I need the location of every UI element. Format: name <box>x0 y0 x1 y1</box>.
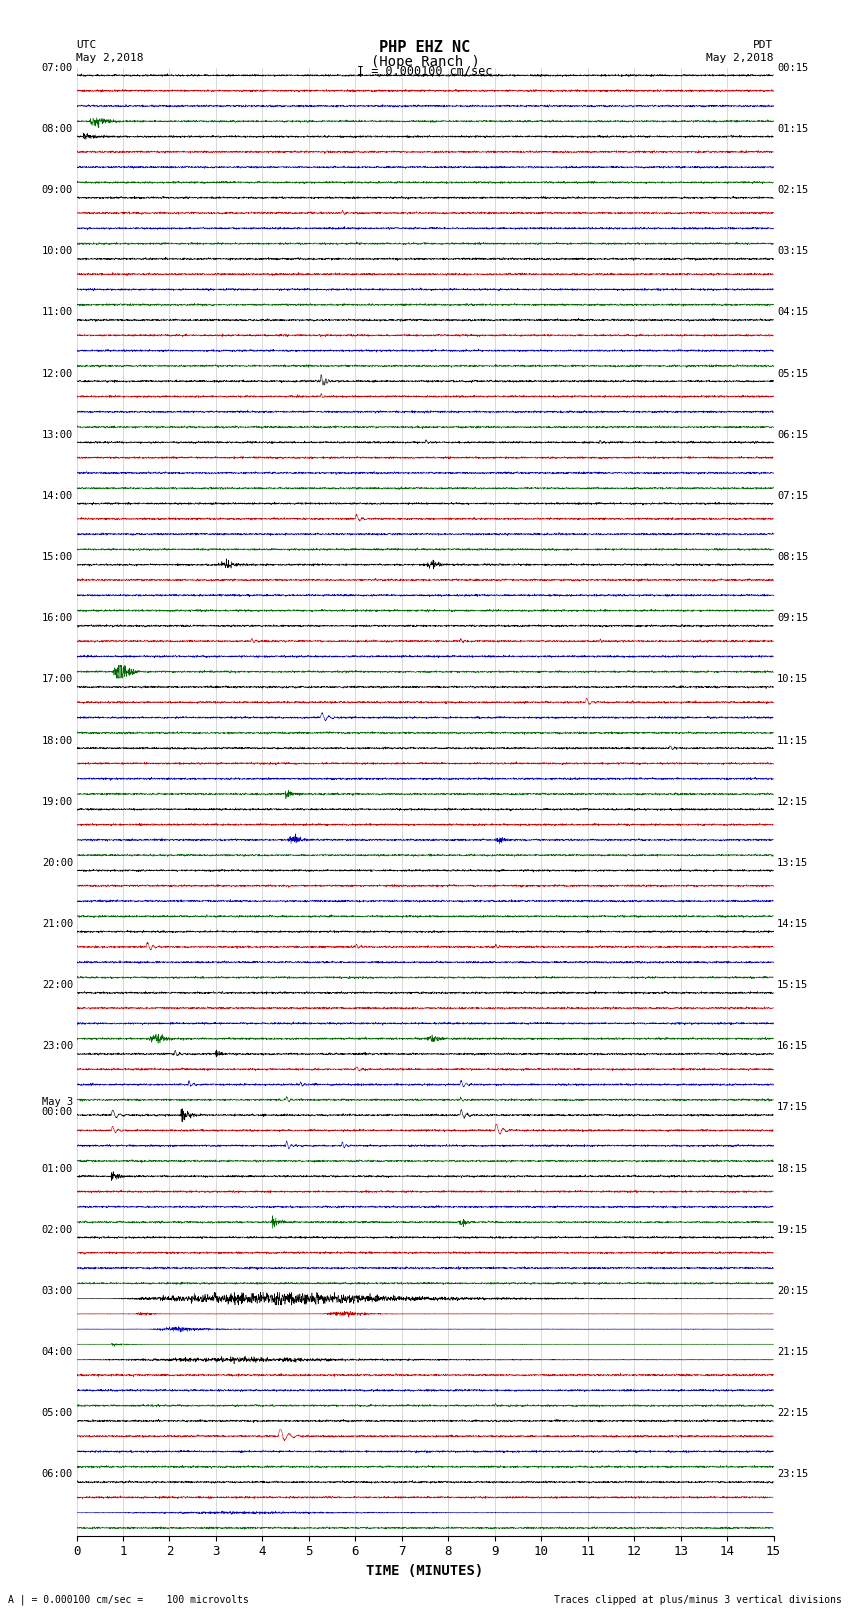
Text: 23:00: 23:00 <box>42 1042 73 1052</box>
Text: 03:15: 03:15 <box>777 247 808 256</box>
Text: 12:15: 12:15 <box>777 797 808 806</box>
Text: 22:15: 22:15 <box>777 1408 808 1418</box>
Text: 19:00: 19:00 <box>42 797 73 806</box>
X-axis label: TIME (MINUTES): TIME (MINUTES) <box>366 1565 484 1578</box>
Text: 19:15: 19:15 <box>777 1224 808 1236</box>
Text: PDT: PDT <box>753 40 774 50</box>
Text: 15:00: 15:00 <box>42 552 73 561</box>
Text: 10:15: 10:15 <box>777 674 808 684</box>
Text: 23:15: 23:15 <box>777 1469 808 1479</box>
Text: 00:15: 00:15 <box>777 63 808 73</box>
Text: 08:15: 08:15 <box>777 552 808 561</box>
Text: May 3: May 3 <box>42 1097 73 1108</box>
Text: 08:00: 08:00 <box>42 124 73 134</box>
Text: 07:15: 07:15 <box>777 490 808 502</box>
Text: 16:15: 16:15 <box>777 1042 808 1052</box>
Text: 17:15: 17:15 <box>777 1102 808 1113</box>
Text: (Hope Ranch ): (Hope Ranch ) <box>371 55 479 69</box>
Text: 11:00: 11:00 <box>42 308 73 318</box>
Text: 20:00: 20:00 <box>42 858 73 868</box>
Text: 03:00: 03:00 <box>42 1286 73 1295</box>
Text: 09:15: 09:15 <box>777 613 808 623</box>
Text: I = 0.000100 cm/sec: I = 0.000100 cm/sec <box>357 65 493 77</box>
Text: May 2,2018: May 2,2018 <box>706 53 774 63</box>
Text: 13:15: 13:15 <box>777 858 808 868</box>
Text: 11:15: 11:15 <box>777 736 808 745</box>
Text: 04:00: 04:00 <box>42 1347 73 1357</box>
Text: 06:15: 06:15 <box>777 429 808 440</box>
Text: 01:15: 01:15 <box>777 124 808 134</box>
Text: 15:15: 15:15 <box>777 981 808 990</box>
Text: UTC: UTC <box>76 40 97 50</box>
Text: 14:00: 14:00 <box>42 490 73 502</box>
Text: 06:00: 06:00 <box>42 1469 73 1479</box>
Text: 07:00: 07:00 <box>42 63 73 73</box>
Text: 10:00: 10:00 <box>42 247 73 256</box>
Text: 00:00: 00:00 <box>42 1108 73 1118</box>
Text: May 2,2018: May 2,2018 <box>76 53 144 63</box>
Text: 05:00: 05:00 <box>42 1408 73 1418</box>
Text: 20:15: 20:15 <box>777 1286 808 1295</box>
Text: 22:00: 22:00 <box>42 981 73 990</box>
Text: 18:15: 18:15 <box>777 1163 808 1174</box>
Text: 12:00: 12:00 <box>42 368 73 379</box>
Text: 05:15: 05:15 <box>777 368 808 379</box>
Text: 14:15: 14:15 <box>777 919 808 929</box>
Text: 01:00: 01:00 <box>42 1163 73 1174</box>
Text: 16:00: 16:00 <box>42 613 73 623</box>
Text: 02:00: 02:00 <box>42 1224 73 1236</box>
Text: 13:00: 13:00 <box>42 429 73 440</box>
Text: PHP EHZ NC: PHP EHZ NC <box>379 40 471 55</box>
Text: A | = 0.000100 cm/sec =    100 microvolts: A | = 0.000100 cm/sec = 100 microvolts <box>8 1594 249 1605</box>
Text: 21:00: 21:00 <box>42 919 73 929</box>
Text: 02:15: 02:15 <box>777 185 808 195</box>
Text: 09:00: 09:00 <box>42 185 73 195</box>
Text: 17:00: 17:00 <box>42 674 73 684</box>
Text: 04:15: 04:15 <box>777 308 808 318</box>
Text: 18:00: 18:00 <box>42 736 73 745</box>
Text: Traces clipped at plus/minus 3 vertical divisions: Traces clipped at plus/minus 3 vertical … <box>553 1595 842 1605</box>
Text: 21:15: 21:15 <box>777 1347 808 1357</box>
